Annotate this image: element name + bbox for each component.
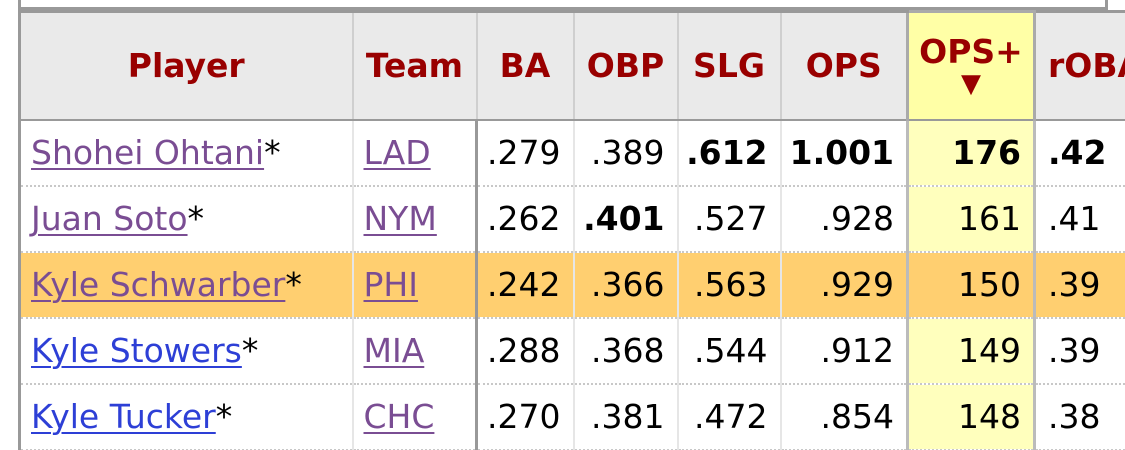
obp-cell: .401 bbox=[572, 185, 678, 253]
table-row: Kyle Tucker* CHC .270.381.472.854 148.38 bbox=[18, 383, 1125, 450]
ops-plus-cell: 148 bbox=[906, 383, 1036, 450]
col-header-player[interactable]: Player bbox=[18, 10, 353, 121]
player-link[interactable]: Shohei Ohtani bbox=[31, 133, 265, 172]
ops-cell: .912 bbox=[779, 317, 908, 385]
player-link[interactable]: Kyle Schwarber bbox=[31, 265, 286, 304]
ba-cell: .262 bbox=[475, 185, 574, 253]
handedness-marker: * bbox=[264, 133, 281, 172]
team-cell: PHI bbox=[351, 251, 478, 319]
team-cell: LAD bbox=[351, 119, 478, 187]
table-row: Juan Soto* NYM .262.401.527.928 161.41 bbox=[18, 185, 1125, 253]
handedness-marker: * bbox=[285, 265, 302, 304]
obp-cell: .389 bbox=[572, 119, 678, 187]
player-link[interactable]: Kyle Stowers bbox=[31, 331, 242, 370]
col-header-team[interactable]: Team bbox=[351, 10, 477, 121]
robp-cell: .42 bbox=[1033, 119, 1125, 187]
ops-plus-cell: 150 bbox=[906, 251, 1036, 319]
player-link[interactable]: Juan Soto bbox=[31, 199, 188, 238]
col-header-slg[interactable]: SLG bbox=[676, 10, 781, 121]
obp-cell: .381 bbox=[572, 383, 678, 450]
slg-cell: .544 bbox=[676, 317, 781, 385]
obp-cell: .368 bbox=[572, 317, 678, 385]
robp-cell: .41 bbox=[1033, 185, 1125, 253]
slg-cell: .527 bbox=[676, 185, 781, 253]
col-header-ba[interactable]: BA bbox=[475, 10, 574, 121]
table-top-border bbox=[18, 0, 1108, 10]
ops-cell: .928 bbox=[779, 185, 908, 253]
col-header-ops-plus[interactable]: OPS+ ▼ bbox=[906, 10, 1036, 121]
ba-cell: .288 bbox=[475, 317, 574, 385]
col-header-obp[interactable]: OBP bbox=[572, 10, 678, 121]
table-body: Shohei Ohtani* LAD .279.389.612 1.001 176.42… bbox=[18, 119, 1125, 450]
team-link[interactable]: PHI bbox=[363, 265, 418, 304]
slg-cell: .612 bbox=[676, 119, 781, 187]
team-link[interactable]: LAD bbox=[363, 133, 431, 172]
col-header-roba-label: rOBA bbox=[1048, 46, 1125, 86]
team-link[interactable]: NYM bbox=[363, 199, 437, 238]
handedness-marker: * bbox=[241, 331, 259, 370]
player-cell: Kyle Stowers* bbox=[18, 317, 353, 385]
col-header-ops-plus-label: OPS+ bbox=[919, 31, 1023, 71]
table-row: Kyle Stowers* MIA .288.368.544.912 149.39 bbox=[18, 317, 1125, 385]
team-link[interactable]: MIA bbox=[363, 331, 425, 370]
ops-plus-cell: 149 bbox=[906, 317, 1036, 385]
table-row: Shohei Ohtani* LAD .279.389.612 1.001 176.42 bbox=[18, 119, 1125, 187]
slg-cell: .472 bbox=[676, 383, 781, 450]
obp-cell: .366 bbox=[572, 251, 678, 319]
leaderboard-table: Player Team BA OBP SLG OPS OPS+ ▼ rOBA S… bbox=[18, 10, 1125, 450]
ops-plus-cell: 161 bbox=[906, 185, 1036, 253]
ops-plus-cell: 176 bbox=[906, 119, 1036, 187]
robp-cell: .39 bbox=[1033, 317, 1125, 385]
slg-cell: .563 bbox=[676, 251, 781, 319]
ba-cell: .270 bbox=[475, 383, 574, 450]
robp-cell: .39 bbox=[1033, 251, 1125, 319]
col-header-roba[interactable]: rOBA bbox=[1033, 10, 1125, 121]
player-cell: Kyle Schwarber* bbox=[18, 251, 353, 319]
handedness-marker: * bbox=[215, 397, 233, 436]
player-link[interactable]: Kyle Tucker bbox=[31, 397, 216, 436]
ba-cell: .279 bbox=[475, 119, 574, 187]
ops-cell: 1.001 bbox=[779, 119, 908, 187]
team-cell: CHC bbox=[351, 383, 478, 450]
player-cell: Shohei Ohtani* bbox=[18, 119, 353, 187]
team-cell: NYM bbox=[351, 185, 478, 253]
ops-cell: .854 bbox=[779, 383, 908, 450]
col-header-ops[interactable]: OPS bbox=[779, 10, 908, 121]
sort-descending-icon: ▼ bbox=[961, 68, 981, 99]
player-cell: Kyle Tucker* bbox=[18, 383, 353, 450]
player-cell: Juan Soto* bbox=[18, 185, 353, 253]
ba-cell: .242 bbox=[475, 251, 574, 319]
handedness-marker: * bbox=[187, 199, 205, 238]
robp-cell: .38 bbox=[1033, 383, 1125, 450]
team-cell: MIA bbox=[351, 317, 478, 385]
team-link[interactable]: CHC bbox=[363, 397, 435, 436]
ops-cell: .929 bbox=[779, 251, 908, 319]
table-row: Kyle Schwarber* PHI .242.366.563.929 150.39 bbox=[18, 251, 1125, 319]
header-row: Player Team BA OBP SLG OPS OPS+ ▼ rOBA bbox=[18, 10, 1125, 121]
